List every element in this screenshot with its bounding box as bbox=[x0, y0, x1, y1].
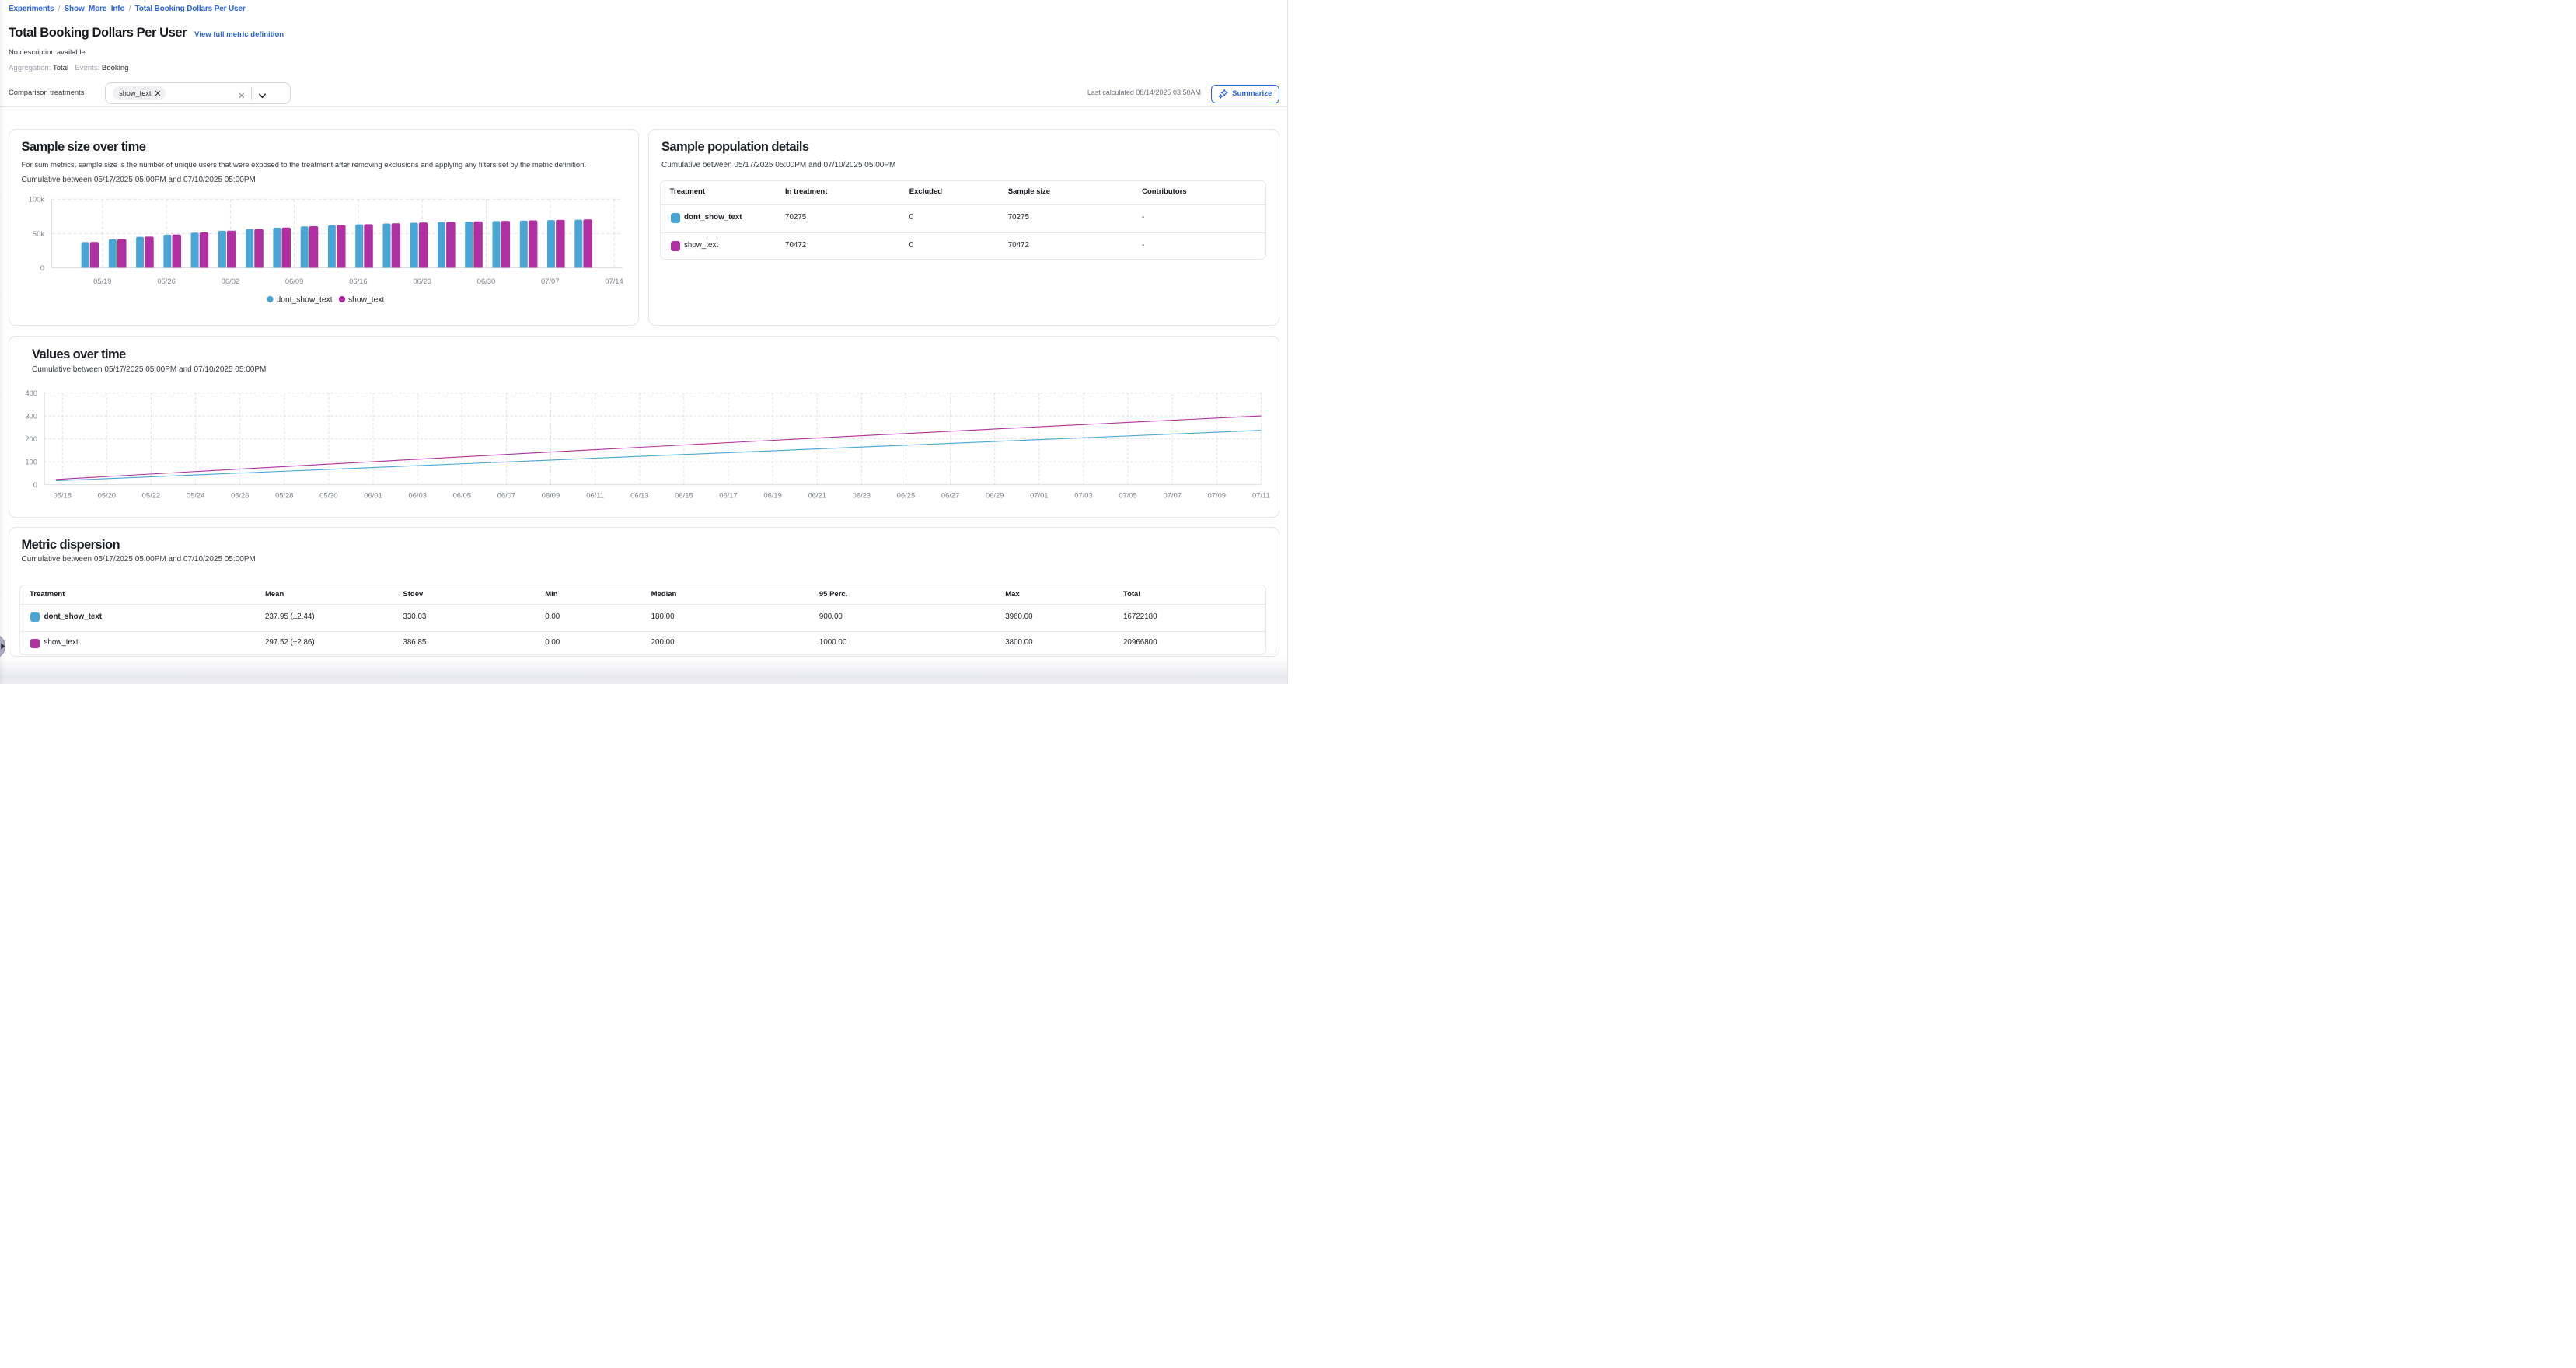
svg-text:show_text: show_text bbox=[348, 295, 385, 304]
svg-text:05/20: 05/20 bbox=[97, 490, 115, 499]
svg-text:05/26: 05/26 bbox=[230, 490, 248, 499]
svg-text:07/01: 07/01 bbox=[1030, 490, 1048, 499]
svg-text:05/30: 05/30 bbox=[319, 490, 337, 499]
svg-text:06/11: 06/11 bbox=[586, 490, 604, 499]
svg-text:05/26: 05/26 bbox=[157, 277, 175, 285]
svg-text:07/03: 07/03 bbox=[1074, 490, 1092, 499]
svg-text:07/09: 07/09 bbox=[1207, 490, 1225, 499]
svg-text:07/07: 07/07 bbox=[540, 277, 558, 285]
svg-text:50k: 50k bbox=[32, 229, 44, 237]
svg-text:07/07: 07/07 bbox=[1163, 490, 1181, 499]
svg-text:06/17: 06/17 bbox=[719, 490, 737, 499]
svg-text:06/23: 06/23 bbox=[413, 277, 431, 285]
svg-text:300: 300 bbox=[25, 412, 37, 421]
svg-text:400: 400 bbox=[25, 389, 37, 397]
svg-text:06/09: 06/09 bbox=[284, 277, 302, 285]
svg-text:06/23: 06/23 bbox=[852, 490, 870, 499]
svg-text:100k: 100k bbox=[28, 194, 44, 203]
svg-text:05/18: 05/18 bbox=[53, 490, 71, 499]
svg-text:06/21: 06/21 bbox=[808, 490, 826, 499]
svg-text:0: 0 bbox=[33, 480, 37, 489]
svg-text:06/05: 06/05 bbox=[452, 490, 470, 499]
svg-text:06/07: 06/07 bbox=[497, 490, 515, 499]
svg-text:05/22: 05/22 bbox=[141, 490, 159, 499]
svg-text:06/15: 06/15 bbox=[675, 490, 693, 499]
svg-text:06/19: 06/19 bbox=[763, 490, 781, 499]
svg-text:0: 0 bbox=[40, 263, 44, 271]
svg-text:06/13: 06/13 bbox=[630, 490, 648, 499]
svg-text:06/03: 06/03 bbox=[408, 490, 426, 499]
svg-text:06/27: 06/27 bbox=[941, 490, 958, 499]
svg-text:07/14: 07/14 bbox=[605, 277, 623, 285]
svg-text:05/28: 05/28 bbox=[275, 490, 293, 499]
svg-text:200: 200 bbox=[25, 434, 37, 443]
svg-text:06/01: 06/01 bbox=[364, 490, 382, 499]
svg-text:06/09: 06/09 bbox=[541, 490, 559, 499]
svg-text:05/24: 05/24 bbox=[186, 490, 204, 499]
svg-text:06/25: 06/25 bbox=[896, 490, 914, 499]
svg-text:06/30: 06/30 bbox=[476, 277, 494, 285]
svg-text:07/05: 07/05 bbox=[1119, 490, 1136, 499]
svg-text:07/11: 07/11 bbox=[1252, 490, 1270, 499]
svg-text:05/19: 05/19 bbox=[93, 277, 111, 285]
svg-text:dont_show_text: dont_show_text bbox=[276, 295, 332, 304]
svg-text:06/02: 06/02 bbox=[221, 277, 239, 285]
svg-text:100: 100 bbox=[25, 457, 37, 466]
svg-text:06/29: 06/29 bbox=[985, 490, 1003, 499]
svg-text:06/16: 06/16 bbox=[349, 277, 367, 285]
